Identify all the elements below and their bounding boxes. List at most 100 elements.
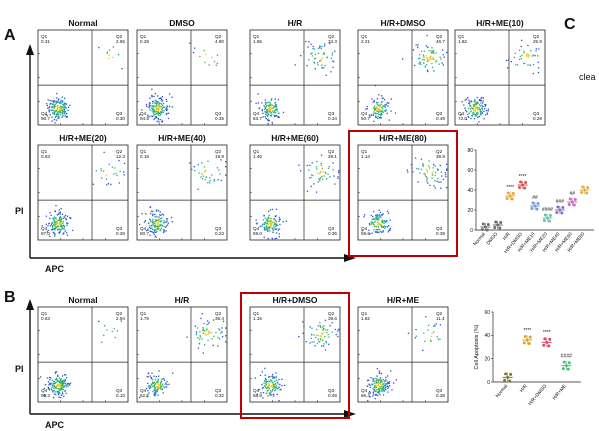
event-dot — [275, 108, 278, 111]
event-dot — [53, 118, 56, 121]
event-dot — [161, 107, 164, 110]
event-dot — [319, 335, 322, 337]
event-dot — [162, 111, 164, 114]
event-dot — [267, 108, 269, 111]
quadrant-q1-value: 0.18 — [140, 154, 149, 159]
event-dot — [152, 385, 154, 388]
event-dot — [387, 102, 390, 104]
event-dot — [537, 71, 540, 74]
event-dot — [59, 215, 62, 218]
event-dot — [54, 210, 56, 213]
event-dot — [56, 101, 58, 103]
event-dot — [273, 221, 275, 223]
event-dot — [50, 222, 53, 225]
event-dot — [100, 168, 102, 170]
event-dot — [171, 96, 173, 98]
event-dot — [302, 332, 304, 334]
y-tick-label: 60 — [467, 168, 473, 174]
event-dot — [149, 97, 151, 99]
event-dot — [63, 232, 65, 234]
event-dot — [379, 104, 381, 106]
data-point — [494, 220, 498, 224]
event-dot — [61, 227, 64, 229]
event-dot — [374, 84, 377, 87]
quadrant-q1-value: 0.31 — [41, 39, 50, 44]
event-dot — [43, 394, 46, 396]
event-dot — [335, 333, 337, 336]
event-dot — [56, 113, 58, 116]
data-point — [547, 344, 551, 348]
event-dot — [56, 391, 58, 393]
event-dot — [266, 218, 268, 221]
event-dot — [426, 171, 429, 174]
event-dot — [372, 393, 375, 395]
quadrant-q4-value: 96.7 — [41, 116, 50, 121]
event-dot — [477, 108, 479, 110]
event-dot — [368, 383, 370, 385]
event-dot — [326, 56, 329, 58]
event-dot — [268, 387, 270, 390]
event-dot — [379, 387, 381, 389]
event-dot — [464, 109, 467, 112]
event-dot — [267, 216, 269, 218]
event-dot — [154, 395, 156, 397]
event-dot — [381, 390, 383, 392]
event-dot — [367, 400, 369, 402]
event-dot — [64, 97, 66, 100]
event-dot — [64, 380, 66, 383]
data-point — [561, 367, 565, 371]
event-dot — [430, 340, 432, 343]
event-dot — [275, 112, 277, 114]
quadrant-q3-value: 0.39 — [436, 231, 445, 236]
event-dot — [265, 227, 267, 229]
event-dot — [523, 50, 525, 52]
event-dot — [383, 390, 385, 393]
event-dot — [265, 386, 267, 389]
event-dot — [313, 341, 315, 343]
quadrant-q3-label: Q3 — [436, 226, 443, 231]
event-dot — [271, 104, 274, 106]
data-point — [518, 186, 522, 189]
quadrant-q3-label: Q3 — [436, 388, 443, 393]
event-dot — [225, 161, 227, 163]
event-dot — [303, 51, 305, 53]
event-dot — [159, 223, 161, 226]
quadrant-q1-label: Q1 — [41, 149, 48, 154]
event-dot — [274, 386, 276, 388]
event-dot — [315, 334, 318, 336]
event-dot — [106, 51, 109, 53]
event-dot — [523, 62, 526, 65]
event-dot — [426, 179, 428, 181]
event-dot — [432, 325, 435, 327]
event-dot — [472, 108, 475, 110]
event-dot — [266, 104, 268, 107]
event-dot — [372, 384, 374, 386]
event-dot — [62, 382, 64, 384]
event-dot — [269, 221, 271, 223]
event-dot — [380, 110, 382, 113]
event-dot — [319, 326, 322, 328]
event-dot — [385, 103, 388, 105]
event-dot — [372, 107, 375, 109]
event-dot — [479, 105, 482, 107]
event-dot — [210, 332, 213, 334]
event-dot — [312, 45, 314, 48]
event-dot — [64, 379, 67, 381]
event-dot — [108, 163, 110, 165]
event-dot — [166, 100, 168, 102]
event-dot — [278, 220, 280, 222]
event-dot — [278, 386, 280, 389]
quadrant-q3-value: 0.49 — [328, 393, 337, 398]
event-dot — [484, 114, 487, 116]
event-dot — [361, 230, 363, 232]
event-dot — [59, 211, 62, 213]
event-dot — [116, 330, 119, 332]
event-dot — [58, 228, 60, 231]
event-dot — [274, 385, 276, 387]
data-point — [530, 207, 534, 210]
event-dot — [387, 382, 389, 385]
event-dot — [156, 225, 159, 227]
quadrant-q1-value: 1.14 — [361, 154, 370, 159]
event-dot — [369, 233, 371, 235]
